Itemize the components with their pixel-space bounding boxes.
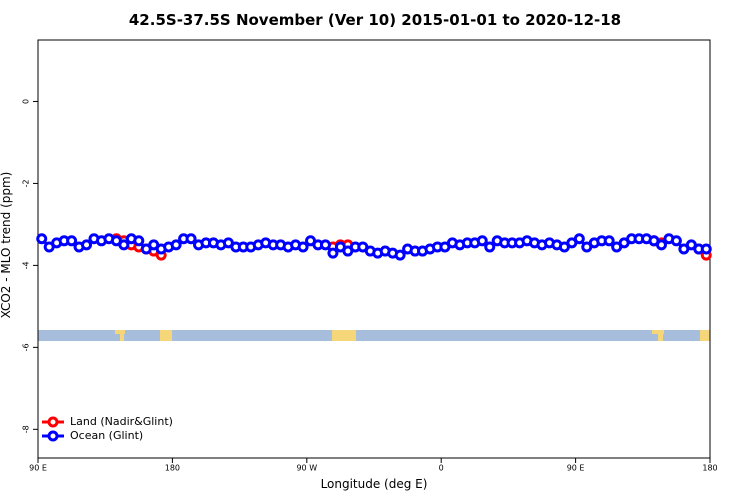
point	[603, 235, 615, 247]
point	[700, 243, 712, 255]
point	[118, 239, 130, 251]
point	[133, 235, 145, 247]
surface-strip	[38, 330, 710, 341]
point	[81, 239, 93, 251]
point	[476, 235, 488, 247]
x-tick-label: 180	[702, 464, 717, 473]
x-axis-label: Longitude (deg E)	[321, 477, 428, 491]
y-tick-label: -8	[22, 425, 31, 433]
point	[394, 249, 406, 261]
y-tick-label: -6	[22, 343, 31, 351]
x-tick-label: 180	[165, 464, 180, 473]
x-tick-label: 90 E	[567, 464, 585, 473]
legend-label: Land (Nadir&Glint)	[70, 415, 173, 428]
x-tick-label: 90 E	[29, 464, 47, 473]
y-tick-label: 0	[22, 99, 31, 104]
point	[327, 247, 339, 259]
legend-marker	[47, 416, 59, 428]
x-tick-label: 0	[439, 464, 444, 473]
legend-marker	[47, 430, 59, 442]
legend-label: Ocean (Glint)	[70, 429, 143, 442]
point	[484, 241, 496, 253]
point	[185, 233, 197, 245]
point	[573, 233, 585, 245]
point	[297, 241, 309, 253]
x-tick-label: 90 W	[296, 464, 317, 473]
point	[170, 239, 182, 251]
point	[319, 239, 331, 251]
point	[66, 235, 78, 247]
y-tick-label: -2	[22, 179, 31, 187]
point	[36, 233, 48, 245]
y-tick-label: -4	[22, 261, 31, 269]
point	[670, 235, 682, 247]
chart-title: 42.5S-37.5S November (Ver 10) 2015-01-01…	[129, 11, 621, 29]
point	[655, 239, 667, 251]
y-axis-label: XCO2 - MLO trend (ppm)	[0, 172, 13, 319]
